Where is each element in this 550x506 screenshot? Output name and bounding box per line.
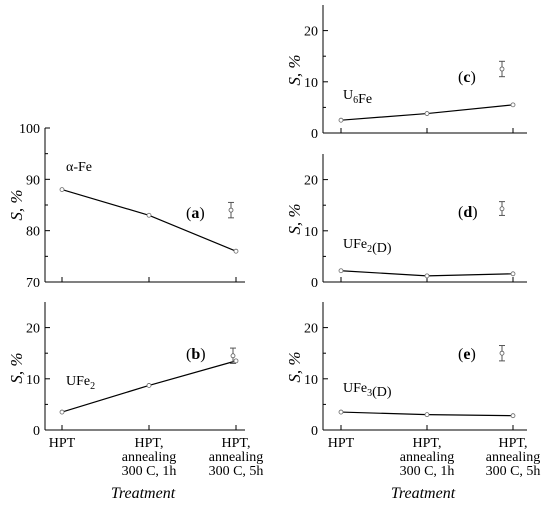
y-tick-label: 0	[311, 276, 318, 291]
y-tick-label: 0	[311, 127, 318, 142]
error-bar-point	[499, 350, 505, 356]
y-tick-label: 10	[304, 373, 318, 388]
x-tick-label: HPT	[49, 436, 76, 451]
y-tick-label: 0	[33, 424, 40, 439]
data-point	[338, 268, 344, 274]
data-point	[59, 187, 65, 193]
x-tick-label: 300 C, 1h	[122, 464, 177, 479]
compound-annotation: UFe2(D)	[343, 237, 392, 256]
y-axis-title: S, %	[7, 189, 26, 220]
chart-panel-d: 0 10 20S, % (d) UFe2(D)	[285, 154, 527, 291]
data-point	[338, 117, 344, 123]
x-tick-label: annealing	[122, 450, 176, 465]
data-point	[510, 271, 516, 277]
data-point	[233, 358, 239, 364]
series-line	[61, 189, 237, 252]
x-tick-label: HPT,	[413, 436, 442, 451]
y-tick-label: 70	[26, 276, 40, 291]
chart-panel-a: 70 80 90 100 S, % (a) α-Fe	[7, 122, 245, 291]
x-tick-label: annealing	[486, 450, 540, 465]
y-axis-title: S, %	[285, 203, 304, 234]
error-bar-point	[230, 353, 236, 359]
panel-label: (a)	[186, 205, 205, 222]
data-point	[146, 383, 152, 388]
y-tick-label: 10	[26, 373, 40, 388]
x-axis-title: Treatment	[111, 485, 176, 502]
x-tick-label: annealing	[209, 450, 263, 465]
error-bar-point	[499, 66, 505, 72]
compound-annotation: UFe3(D)	[343, 381, 392, 400]
y-tick-label: 20	[26, 322, 40, 337]
y-axis-title: S, %	[285, 351, 304, 382]
data-point	[510, 413, 516, 419]
data-point	[338, 409, 344, 415]
data-point	[146, 212, 152, 218]
x-tick-label: 300 C, 1h	[400, 464, 455, 479]
y-tick-label: 10	[304, 76, 318, 91]
y-tick-label: 10	[304, 225, 318, 240]
compound-annotation: α-Fe	[66, 160, 92, 175]
chart-panel-e: 0 10 20S, % (e) UFe3(D)	[285, 302, 527, 439]
panel-label: (d)	[458, 204, 478, 221]
x-axis-title: Treatment	[391, 485, 456, 502]
panel-label: (b)	[186, 346, 206, 363]
data-point	[233, 248, 239, 254]
y-tick-label: 100	[19, 122, 40, 137]
error-bar-point	[228, 207, 234, 213]
compound-annotation: U6Fe	[343, 88, 372, 107]
x-tick-label: HPT,	[499, 436, 528, 451]
y-tick-label: 20	[304, 25, 318, 40]
x-tick-label: HPT,	[222, 436, 251, 451]
y-axis-title: S, %	[7, 352, 26, 383]
chart-panel-c: 0 10 20S, % (c) U6Fe	[285, 5, 527, 142]
y-tick-label: 20	[304, 322, 318, 337]
x-tick-label: HPT	[328, 436, 355, 451]
y-tick-label: 20	[304, 174, 318, 189]
data-point	[59, 409, 65, 415]
chart-panel-b: 0 10 20S, % (b) UFe2	[7, 302, 245, 439]
panel-label: (c)	[458, 69, 476, 86]
y-tick-label: 0	[311, 424, 318, 439]
x-tick-label: 300 C, 5h	[209, 464, 264, 479]
y-axis-title: S, %	[285, 54, 304, 85]
x-tick-label: annealing	[400, 450, 454, 465]
error-bar-point	[499, 206, 505, 212]
compound-annotation: UFe2	[66, 374, 95, 392]
y-tick-label: 80	[26, 225, 40, 240]
panel-label: (e)	[458, 346, 476, 363]
data-point	[424, 412, 430, 418]
x-tick-label: 300 C, 5h	[486, 464, 541, 479]
data-point	[510, 102, 516, 108]
data-point	[424, 111, 430, 116]
data-point	[424, 273, 430, 279]
x-tick-label: HPT,	[135, 436, 164, 451]
y-tick-label: 90	[26, 173, 40, 188]
